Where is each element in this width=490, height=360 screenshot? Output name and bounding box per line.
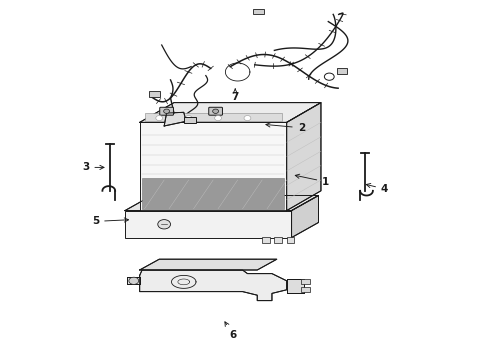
Bar xyxy=(140,122,287,211)
Circle shape xyxy=(156,116,163,121)
Polygon shape xyxy=(287,279,304,293)
Polygon shape xyxy=(287,103,321,211)
Bar xyxy=(149,91,160,97)
Text: 2: 2 xyxy=(266,123,305,133)
Bar xyxy=(184,117,196,123)
Text: 5: 5 xyxy=(92,216,128,226)
Circle shape xyxy=(129,277,139,284)
FancyBboxPatch shape xyxy=(160,107,173,115)
Text: 4: 4 xyxy=(367,184,389,194)
Bar xyxy=(262,237,270,243)
Polygon shape xyxy=(140,103,321,122)
Bar xyxy=(253,9,264,14)
Polygon shape xyxy=(164,112,186,126)
Text: 3: 3 xyxy=(82,162,104,172)
Circle shape xyxy=(215,116,221,121)
Bar xyxy=(301,279,310,284)
Circle shape xyxy=(185,116,192,121)
Circle shape xyxy=(324,73,334,80)
Bar xyxy=(301,287,310,292)
Polygon shape xyxy=(140,259,277,270)
Circle shape xyxy=(244,116,251,121)
Polygon shape xyxy=(292,195,319,238)
Circle shape xyxy=(158,220,171,229)
Bar xyxy=(125,211,292,238)
Text: 7: 7 xyxy=(231,89,239,102)
Bar xyxy=(287,237,294,243)
Bar xyxy=(145,113,282,121)
Text: 6: 6 xyxy=(225,322,236,340)
Bar xyxy=(142,178,284,209)
Polygon shape xyxy=(125,195,318,211)
Text: 1: 1 xyxy=(295,174,329,187)
FancyBboxPatch shape xyxy=(209,107,222,115)
Circle shape xyxy=(213,109,219,113)
Polygon shape xyxy=(140,270,287,301)
Bar xyxy=(337,68,347,74)
Circle shape xyxy=(164,109,170,113)
Bar xyxy=(274,237,282,243)
Polygon shape xyxy=(127,277,140,284)
